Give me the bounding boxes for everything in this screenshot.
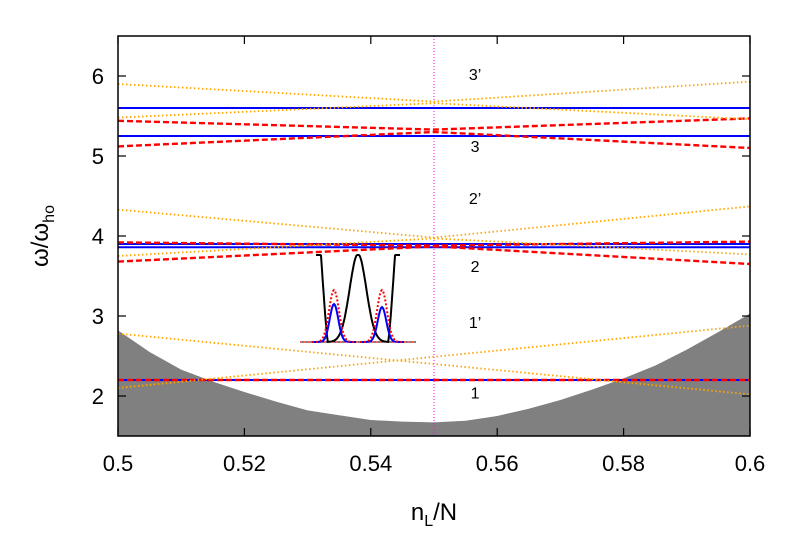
series-line-14 [118, 332, 750, 396]
inset-wavefunction-red-right [360, 288, 404, 343]
axis-ticks: 0.5 0.52 0.54 0.56 0.58 0.6 2 3 4 5 6 [92, 36, 766, 476]
continuum-region [118, 313, 750, 436]
band-label: 2 [471, 259, 480, 276]
plot-area [118, 36, 750, 436]
series-line-5 [118, 117, 750, 131]
y-tick-label: 6 [92, 64, 104, 89]
x-tick-label: 0.56 [476, 451, 519, 476]
x-tick-label: 0.58 [602, 451, 645, 476]
band-label: 2’ [469, 191, 481, 208]
band-labels: 3’ 3 2’ 2 1’ 1 [469, 67, 481, 402]
y-tick-label: 2 [92, 384, 104, 409]
inset-wavefunction-diagram [300, 254, 416, 344]
y-axis-label: ω/ωho [27, 205, 58, 267]
x-axis-label: nL/N [411, 499, 457, 530]
inset-wavefunction-blue-left [312, 302, 356, 343]
series-line-8 [118, 245, 750, 266]
x-tick-label: 0.54 [349, 451, 392, 476]
y-tick-label: 4 [92, 224, 104, 249]
x-tick-label: 0.6 [735, 451, 766, 476]
x-tick-label: 0.52 [223, 451, 266, 476]
band-label: 1 [471, 385, 480, 402]
x-tick-label: 0.5 [103, 451, 134, 476]
series-line-11 [118, 102, 750, 121]
y-tick-label: 3 [92, 304, 104, 329]
band-label: 3 [471, 139, 480, 156]
band-label: 3’ [469, 67, 481, 84]
series-line-13 [118, 237, 750, 257]
y-tick-label: 5 [92, 144, 104, 169]
inset-wavefunction-red-left [312, 288, 356, 343]
series-line-6 [118, 130, 750, 150]
inset-double-well-potential [316, 254, 400, 344]
band-label: 1’ [469, 315, 481, 332]
inset-wavefunction-blue-right [360, 305, 404, 343]
series-line-15 [118, 324, 750, 389]
series-line-10 [118, 80, 750, 103]
